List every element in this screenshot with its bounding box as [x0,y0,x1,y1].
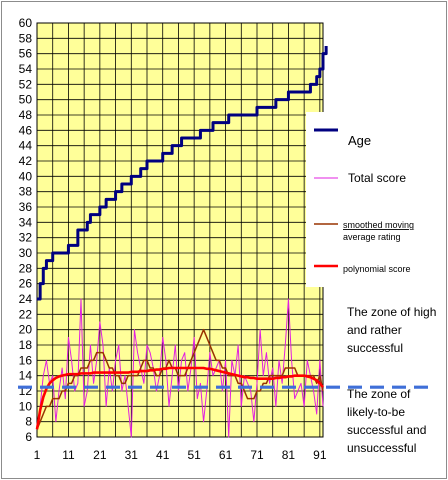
y-tick-label: 6 [25,430,32,444]
x-tick-label: 81 [282,448,296,462]
legend: Age Total score smoothed moving average rat… [306,112,440,287]
y-tick-label: 28 [19,261,33,275]
y-axis-ticks: 6810121416182022242628303234363840424446… [19,16,33,444]
zone-annotation-line: The zone of [347,387,411,401]
y-tick-label: 24 [19,292,33,306]
y-tick-label: 52 [19,77,33,91]
zone-annotation-line: and rather [347,323,402,337]
y-tick-label: 20 [19,323,33,337]
legend-label: polynomial score [343,264,411,274]
y-tick-label: 38 [19,185,33,199]
y-tick-label: 46 [19,123,33,137]
x-axis-ticks: 1 11 21 31 41 51 61 71 81 91 [34,448,327,462]
series-line-2 [36,328,324,430]
y-tick-label: 56 [19,47,33,61]
legend-label: Age [348,133,371,148]
x-tick-label: 91 [313,448,327,462]
series-line-3 [35,366,325,430]
legend-label: Total score [348,171,406,185]
y-tick-label: 8 [25,415,32,429]
zone-annotation-line: unsuccessful [347,441,416,455]
y-tick-label: 58 [19,31,33,45]
y-tick-label: 48 [19,108,33,122]
y-tick-label: 60 [19,16,33,30]
y-tick-label: 10 [19,399,33,413]
x-tick-label: 1 [34,448,41,462]
y-tick-label: 44 [19,139,33,153]
gridlines [36,22,323,438]
series-lines [35,46,328,438]
y-tick-label: 26 [19,277,33,291]
x-tick-label: 61 [219,448,233,462]
zone-annotation-line: successful [347,341,403,355]
y-tick-label: 34 [19,215,33,229]
y-tick-label: 16 [19,353,33,367]
zone-annotation-line: The zone of high [347,305,436,319]
y-tick-label: 22 [19,307,33,321]
zone-annotation-line: likely-to-be [347,405,405,419]
y-tick-label: 36 [19,200,33,214]
x-tick-label: 11 [62,448,75,462]
y-tick-label: 14 [19,369,33,383]
zone-annotation-line: successful and [347,423,426,437]
y-tick-label: 50 [19,93,33,107]
x-tick-label: 21 [93,448,107,462]
legend-label: smoothed moving average rating [343,220,414,242]
y-tick-label: 32 [19,231,33,245]
zone-annotations: The zone of high and rather successful The … [347,305,436,455]
x-tick-label: 41 [156,448,170,462]
y-tick-label: 42 [19,154,33,168]
legend-box [306,112,440,287]
y-tick-label: 30 [19,246,33,260]
y-tick-label: 40 [19,169,33,183]
series-line-0 [37,46,328,301]
x-tick-label: 51 [187,448,201,462]
y-tick-label: 18 [19,338,33,352]
x-tick-label: 71 [250,448,264,462]
x-tick-label: 31 [125,448,139,462]
y-tick-label: 54 [19,62,33,76]
